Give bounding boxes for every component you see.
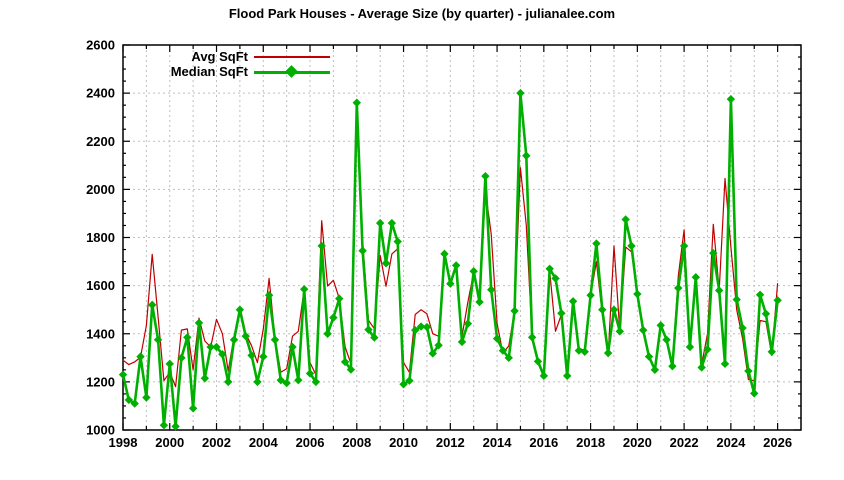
svg-text:2006: 2006 xyxy=(296,435,325,450)
legend-label-median: Median SqFt xyxy=(170,64,248,79)
svg-text:2002: 2002 xyxy=(202,435,231,450)
svg-text:2010: 2010 xyxy=(389,435,418,450)
legend: Avg SqFt Median SqFt xyxy=(130,49,330,79)
svg-text:1998: 1998 xyxy=(109,435,138,450)
svg-text:2020: 2020 xyxy=(623,435,652,450)
legend-item-avg: Avg SqFt xyxy=(130,49,330,64)
median-line-sample xyxy=(254,65,330,78)
svg-text:2600: 2600 xyxy=(86,38,115,53)
avg-line-sample xyxy=(254,52,330,61)
svg-text:1800: 1800 xyxy=(86,230,115,245)
svg-text:2016: 2016 xyxy=(529,435,558,450)
svg-text:1400: 1400 xyxy=(86,326,115,341)
svg-text:1200: 1200 xyxy=(86,374,115,389)
legend-label-avg: Avg SqFt xyxy=(191,49,248,64)
svg-text:2012: 2012 xyxy=(436,435,465,450)
svg-text:2008: 2008 xyxy=(342,435,371,450)
svg-text:2018: 2018 xyxy=(576,435,605,450)
svg-text:2400: 2400 xyxy=(86,86,115,101)
svg-text:2014: 2014 xyxy=(483,435,513,450)
svg-text:1600: 1600 xyxy=(86,278,115,293)
svg-text:2026: 2026 xyxy=(763,435,792,450)
svg-text:2004: 2004 xyxy=(249,435,279,450)
svg-text:2200: 2200 xyxy=(86,134,115,149)
legend-item-median: Median SqFt xyxy=(130,64,330,79)
diamond-marker-icon xyxy=(285,65,298,78)
svg-text:2000: 2000 xyxy=(86,182,115,197)
svg-text:2024: 2024 xyxy=(716,435,746,450)
svg-text:2022: 2022 xyxy=(670,435,699,450)
svg-text:2000: 2000 xyxy=(155,435,184,450)
chart-title: Flood Park Houses - Average Size (by qua… xyxy=(228,6,616,21)
svg-text:1000: 1000 xyxy=(86,423,115,438)
